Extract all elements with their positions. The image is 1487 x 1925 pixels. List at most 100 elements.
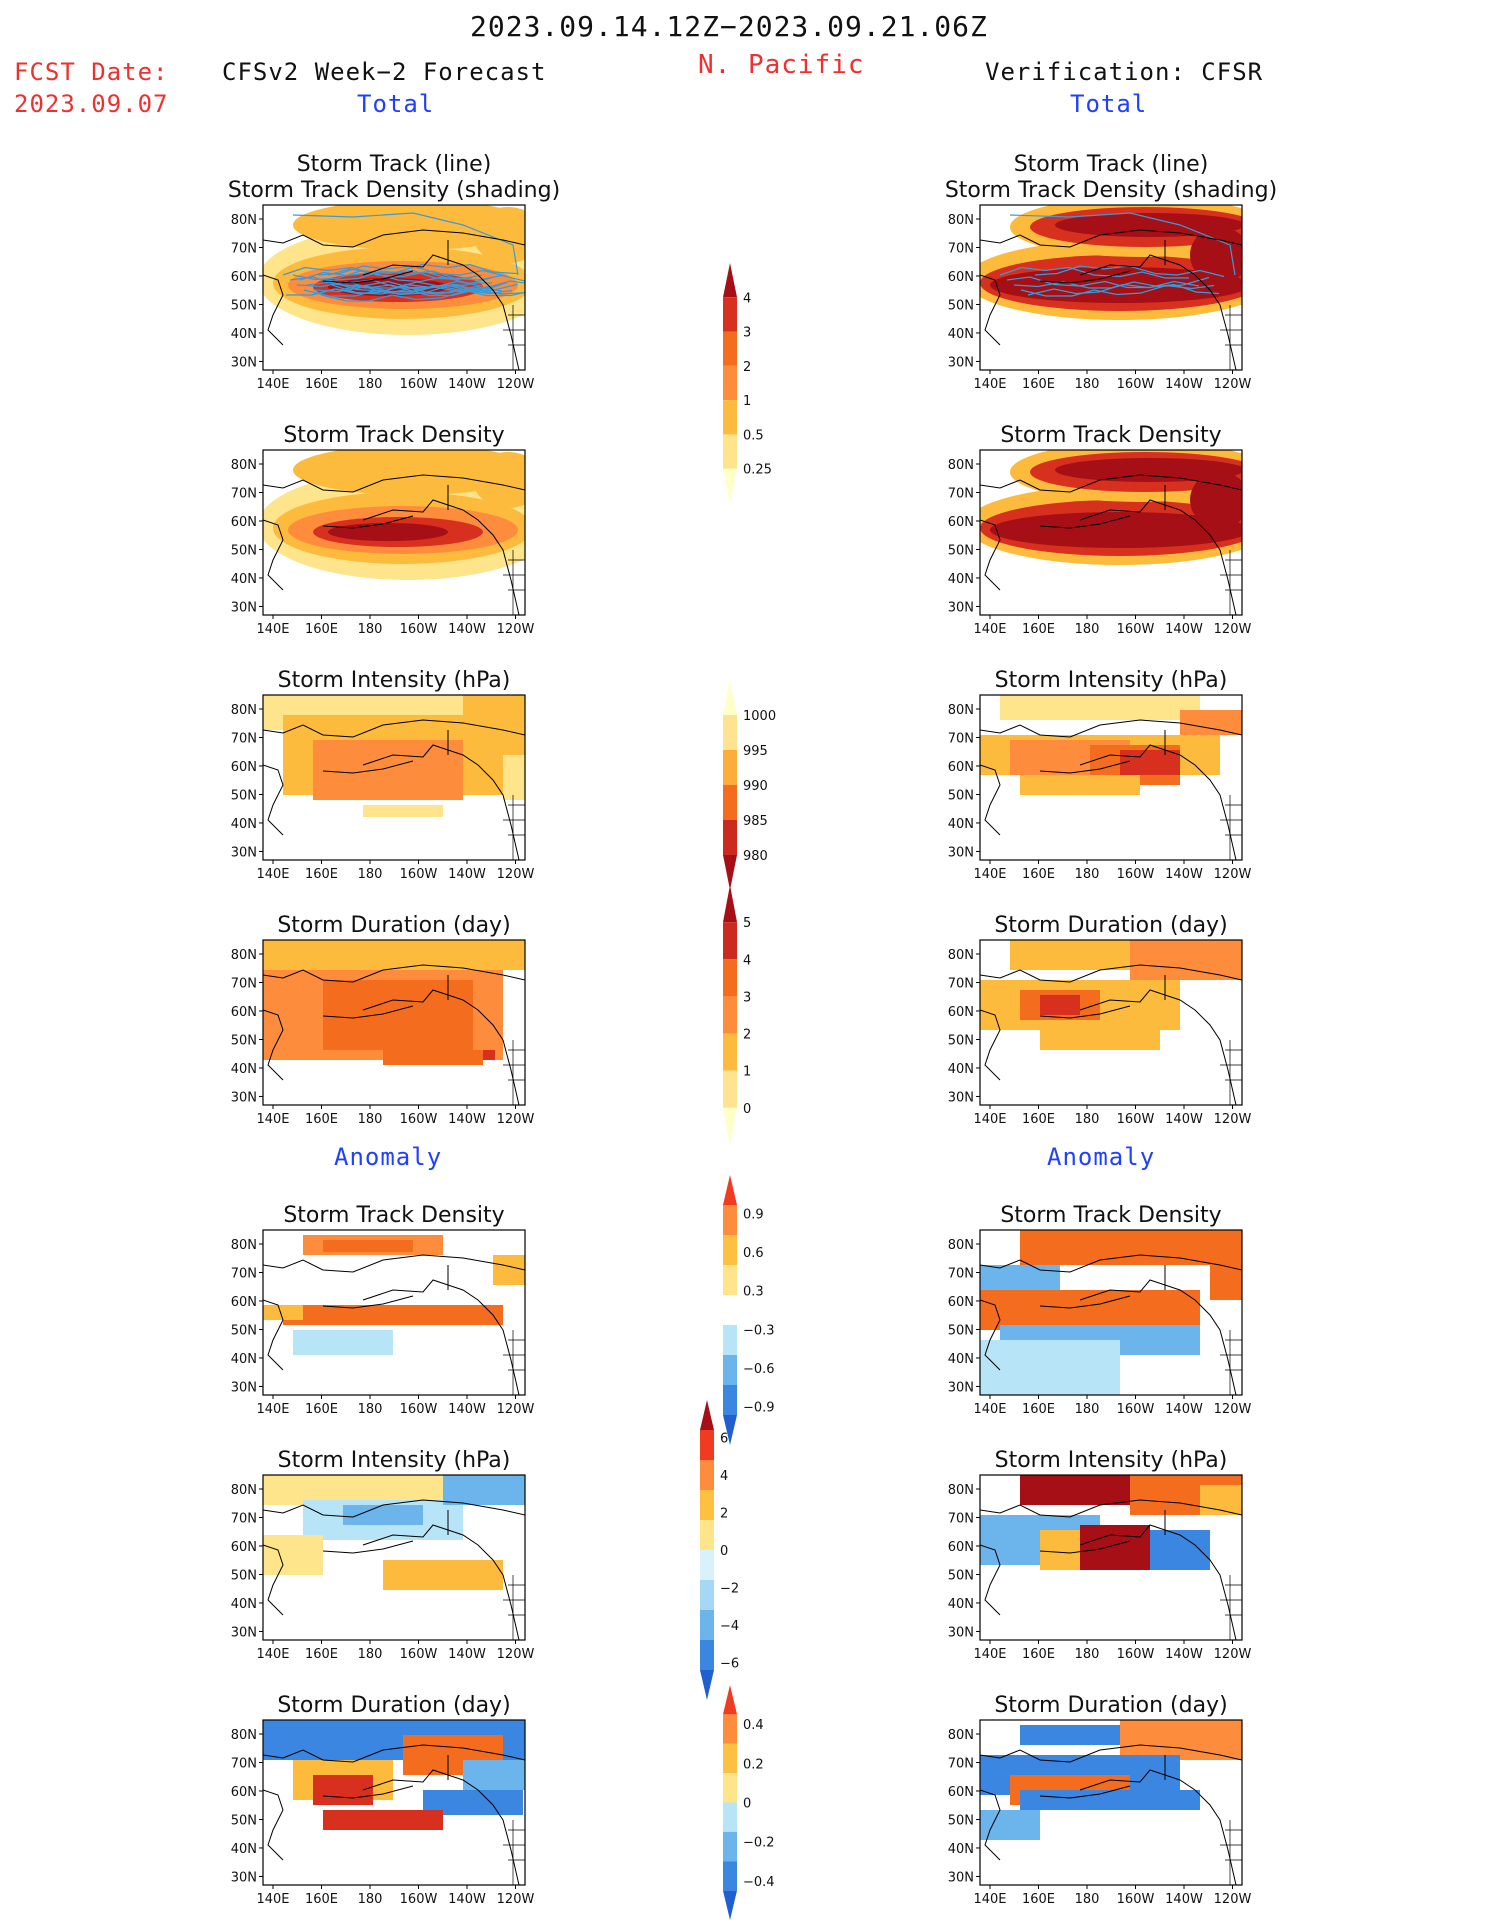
- storm-track-line: [282, 266, 472, 279]
- colorbar-arrow-bottom: [723, 855, 737, 890]
- aleutian-islands: [1039, 1295, 1131, 1309]
- north-america-coastline: [362, 1769, 520, 1885]
- lat-tick-label: 70N: [948, 731, 974, 746]
- asia-coastline: [263, 274, 284, 346]
- lon-tick-label: 120W: [1214, 622, 1252, 637]
- lon-tick-label: 140E: [973, 622, 1006, 637]
- north-america-coastline: [362, 1524, 520, 1640]
- colorbar-segment: [723, 365, 737, 401]
- lon-tick-label: 140W: [448, 622, 486, 637]
- panel-title-line: Storm Track (line): [1014, 152, 1209, 177]
- left-panel-3: Storm Intensity (hPa) 80N 70N 60N 50N 40N 30N 1…: [231, 668, 535, 882]
- lon-tick-label: 140W: [1165, 1647, 1203, 1662]
- colorbar-tick-label: 2: [743, 1028, 751, 1043]
- arctic-coastline: [263, 1744, 525, 1763]
- right-panel-1: Storm Track (line)Storm Track Density (s…: [945, 152, 1277, 392]
- map-frame: [262, 204, 526, 371]
- state-borders: [1220, 550, 1242, 615]
- lat-tick-label: 80N: [231, 1238, 257, 1253]
- lat-tick-label: 60N: [948, 1785, 974, 1800]
- total-label-left: Total: [357, 90, 435, 118]
- map-frame: [262, 1719, 526, 1886]
- aleutian-islands: [322, 270, 414, 284]
- colorbar-tick-label: 4: [720, 1469, 728, 1484]
- lon-tick-label: 140E: [973, 1647, 1006, 1662]
- panel-title-line: Storm Track Density (shading): [945, 178, 1277, 203]
- colorbar-tick-label: −6: [720, 1657, 739, 1672]
- panel-title: Storm Track Density: [1000, 1203, 1221, 1228]
- asia-coastline: [263, 764, 284, 836]
- lon-tick-label: 120W: [1214, 377, 1252, 392]
- lat-tick-label: 60N: [231, 760, 257, 775]
- lat-tick-label: 40N: [231, 817, 257, 832]
- colorbar-segment: [723, 820, 737, 855]
- colorbar-segment: [723, 1802, 737, 1832]
- left-panel-2: Storm Track Density 80N 70N 60N 50N 40N 30N 140…: [231, 423, 535, 637]
- lon-tick-label: 180: [1075, 1647, 1100, 1662]
- colorbar-tick-label: 3: [743, 990, 751, 1005]
- north-america-coastline: [1079, 499, 1237, 615]
- panel-title-line: Storm Intensity (hPa): [278, 1448, 511, 1473]
- lat-tick-label: 50N: [231, 1033, 257, 1048]
- lon-tick-label: 120W: [1214, 1402, 1252, 1417]
- colorbar-segment: [723, 715, 737, 750]
- asia-coastline: [980, 519, 1001, 591]
- panel-title-line: Storm Intensity (hPa): [995, 668, 1228, 693]
- lat-tick-label: 40N: [948, 327, 974, 342]
- lon-tick-label: 160W: [1117, 622, 1155, 637]
- arctic-coastline: [980, 1499, 1242, 1518]
- colorbar-tick-label: 0: [720, 1544, 728, 1559]
- map-frame: [979, 694, 1243, 861]
- lon-tick-label: 160E: [1022, 377, 1055, 392]
- colorbar-tick-label: −4: [720, 1619, 739, 1634]
- lat-tick-label: 50N: [231, 543, 257, 558]
- colorbar-tick-label: −0.2: [743, 1836, 775, 1851]
- colorbar-segment: [723, 1205, 737, 1235]
- lon-tick-label: 120W: [497, 1112, 535, 1127]
- colorbar-tick-label: 5: [743, 916, 751, 931]
- storm-track-line: [286, 283, 478, 296]
- lon-tick-label: 160W: [400, 622, 438, 637]
- lat-tick-label: 80N: [231, 458, 257, 473]
- coastlines: [263, 719, 525, 860]
- coastlines: [980, 719, 1242, 860]
- aleutian-islands: [322, 1295, 414, 1309]
- colorbar-density_anom: 0.9 0.6 0.3 −0.3 −0.6 −0.9: [723, 1175, 775, 1445]
- panel-title-line: Storm Duration (day): [994, 1693, 1227, 1718]
- north-america-coastline: [362, 1279, 520, 1395]
- right-panel-6: Storm Intensity (hPa) 80N 70N 60N 50N 40N 30N 1…: [948, 1448, 1252, 1662]
- colorbar-segment: [723, 1743, 737, 1774]
- map-frame: [979, 204, 1243, 371]
- shading-field: [980, 1720, 1242, 1840]
- lon-tick-label: 120W: [1214, 1647, 1252, 1662]
- colorbar-segment: [723, 1325, 737, 1355]
- north-america-coastline: [1079, 254, 1237, 370]
- colorbar-tick-label: 0.2: [743, 1757, 764, 1772]
- shading-field: [263, 1235, 525, 1355]
- map-plot: 80N 70N 60N 50N 40N 30N 140E 160E 180 160W 140W 120…: [231, 1229, 534, 1417]
- lon-tick-label: 140W: [1165, 377, 1203, 392]
- shading-field: [980, 1230, 1242, 1395]
- state-borders: [1220, 795, 1242, 860]
- lon-tick-label: 140E: [256, 377, 289, 392]
- aleutian-islands: [1039, 1785, 1131, 1799]
- shading-field: [263, 940, 525, 1065]
- colorbar-tick-label: 985: [743, 814, 768, 829]
- lon-tick-label: 160W: [1117, 1112, 1155, 1127]
- colorbar-segment: [723, 1070, 737, 1108]
- lon-tick-label: 160W: [1117, 1892, 1155, 1907]
- panel-title-line: Storm Duration (day): [994, 913, 1227, 938]
- coastlines: [263, 964, 525, 1105]
- aleutian-islands: [322, 760, 414, 774]
- colorbar-tick-label: 0: [743, 1797, 751, 1812]
- colorbar-arrow-top: [723, 680, 737, 715]
- lat-tick-label: 80N: [948, 458, 974, 473]
- colorbar-segment: [723, 1773, 737, 1803]
- lat-tick-label: 70N: [231, 1756, 257, 1771]
- map-plot: 80N 70N 60N 50N 40N 30N 140E 160E 180 160W 140W 120…: [231, 1719, 534, 1907]
- lat-tick-label: 80N: [231, 1483, 257, 1498]
- map-plot: 80N 70N 60N 50N 40N 30N 140E 160E 180 160W 140W 120…: [231, 204, 534, 392]
- panel-title: Storm Duration (day): [994, 1693, 1227, 1718]
- lat-tick-label: 50N: [948, 1323, 974, 1338]
- arctic-coastline: [263, 964, 525, 983]
